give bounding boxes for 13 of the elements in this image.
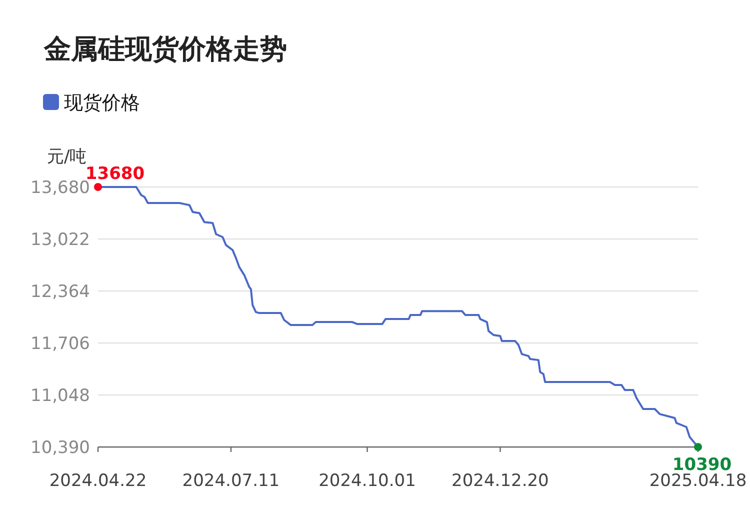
legend-label: 现货价格 — [64, 92, 140, 114]
y-tick-label: 13,022 — [30, 230, 90, 250]
x-tick-label: 2024.12.20 — [452, 471, 549, 491]
x-tick-label: 2024.07.11 — [182, 471, 280, 491]
y-axis-title: 元/吨 — [47, 147, 87, 167]
x-tick-label: 2024.04.22 — [49, 471, 147, 491]
y-tick-label: 12,364 — [30, 282, 90, 302]
chart-title: 金属硅现货价格走势 — [43, 34, 287, 65]
y-tick-label: 11,048 — [30, 386, 90, 406]
x-tick-label: 2024.10.01 — [318, 471, 416, 491]
y-tick-label: 11,706 — [30, 334, 90, 354]
y-tick-label: 10,390 — [30, 438, 90, 458]
y-tick-label: 13,680 — [30, 178, 90, 198]
